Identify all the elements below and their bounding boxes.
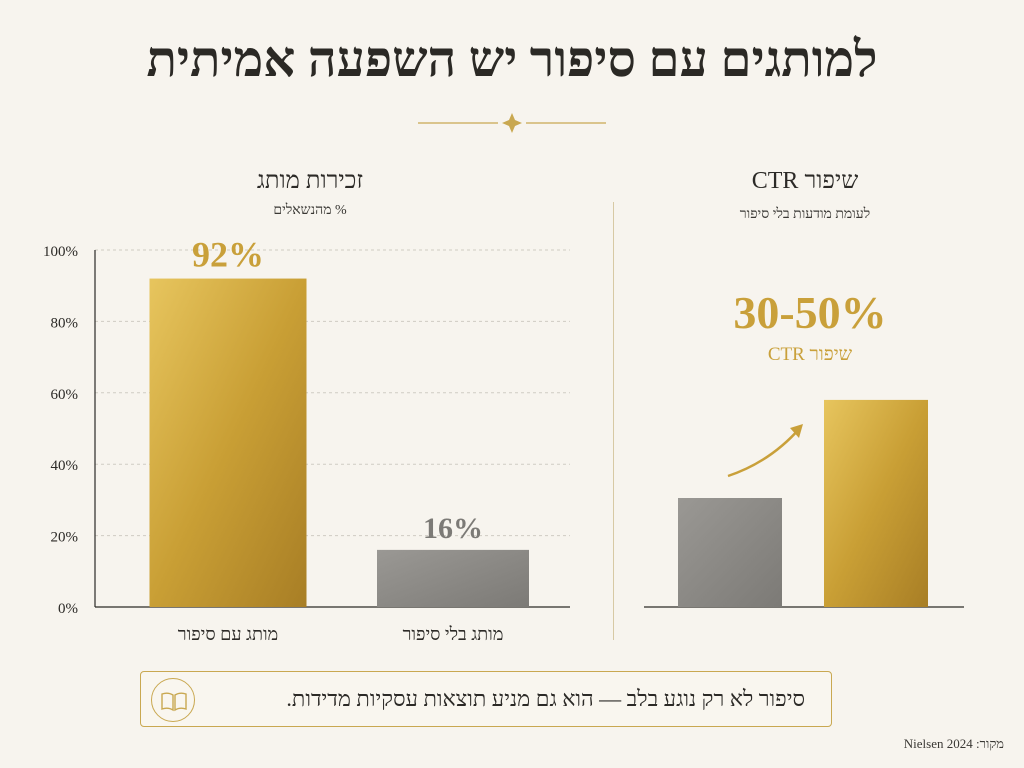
growth-arrow-icon — [727, 427, 801, 478]
page-title: למותגים עם סיפור יש השפעה אמיתית — [146, 31, 878, 87]
y-tick-label: 60% — [51, 387, 79, 403]
ctr-big-value: 30-50% — [733, 287, 886, 338]
bar-data-label: 92% — [192, 235, 264, 275]
y-tick-label: 80% — [51, 315, 79, 331]
footer-text: סיפור לא רק נוגע בלב — הוא גם מניע תוצאו… — [286, 686, 805, 711]
ctr-chart: 30-50% שיפור CTR — [644, 287, 964, 608]
footer-callout: סיפור לא רק נוגע בלב — הוא גם מניע תוצאו… — [140, 671, 832, 727]
bar — [678, 498, 782, 607]
source-note: מקור: Nielsen 2024 — [903, 736, 1004, 751]
bar — [377, 549, 529, 607]
y-tick-label: 0% — [58, 601, 78, 617]
ctr-big-label: שיפור CTR — [768, 344, 853, 365]
left-panel-subtitle: % מהנשאלים — [273, 203, 347, 218]
y-tick-label: 100% — [43, 244, 78, 260]
bar-data-label: 16% — [423, 512, 483, 545]
panel-divider — [613, 202, 614, 640]
open-book-icon — [151, 678, 195, 722]
left-panel-title: זכירות מותג — [256, 168, 364, 194]
y-tick-label: 20% — [51, 530, 79, 546]
right-panel-subtitle: לעומת מודעות בלי סיפור — [739, 207, 871, 222]
brand-recall-chart: 0% 20% 40% 60% 80% 100% 92% מותג עם סיפור 16% מו… — [43, 235, 570, 644]
bar — [824, 399, 928, 607]
x-category-label: מותג עם סיפור — [178, 624, 278, 644]
right-panel-title: שיפור CTR — [751, 168, 859, 194]
y-tick-label: 40% — [51, 458, 79, 474]
bar — [149, 278, 307, 607]
sparkle-divider-icon — [418, 113, 606, 133]
x-category-label: מותג בלי סיפור — [403, 624, 504, 644]
growth-arrow-head-icon — [790, 424, 803, 438]
